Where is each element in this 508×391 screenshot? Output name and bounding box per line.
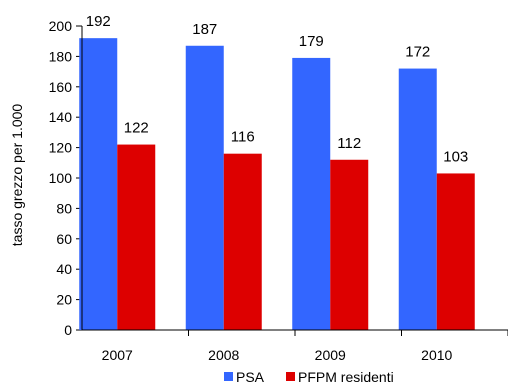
bar-pfpm-2009 — [330, 159, 369, 330]
legend: PSA PFPM residenti — [224, 369, 394, 385]
x-tick-label: 2007 — [102, 347, 133, 363]
bar-pfpm-2010 — [436, 173, 475, 330]
axis-lines — [81, 26, 508, 331]
bar-pfpm-2007 — [117, 144, 156, 330]
bar-pfpm-2008 — [223, 153, 262, 330]
data-label: 172 — [405, 44, 430, 61]
x-axis: 2007 2008 2009 2010 — [102, 330, 508, 363]
y-tick-label: 0 — [64, 322, 72, 338]
data-label: 112 — [337, 135, 361, 152]
bar-psa-2007 — [79, 38, 118, 330]
bars — [79, 38, 475, 331]
y-tick-label: 80 — [56, 200, 72, 216]
y-tick-label: 160 — [49, 79, 73, 95]
y-tick-label: 140 — [49, 109, 73, 125]
y-axis: 0 20 40 60 80 100 120 140 160 180 200 — [49, 18, 82, 338]
legend-swatch-0 — [224, 372, 233, 381]
y-tick-label: 60 — [56, 231, 72, 247]
y-axis-title: tasso grezzo per 1.000 — [9, 104, 25, 247]
y-tick-label: 180 — [49, 48, 73, 64]
data-label: 192 — [86, 13, 111, 30]
bar-psa-2010 — [398, 68, 437, 330]
y-axis-title-group: tasso grezzo per 1.000 — [9, 104, 25, 247]
y-tick-label: 100 — [49, 170, 73, 186]
data-label: 103 — [443, 148, 468, 165]
x-tick-label: 2009 — [315, 347, 346, 363]
legend-label-1: PFPM residenti — [298, 369, 394, 385]
x-tick-label: 2008 — [208, 347, 239, 363]
legend-swatch-1 — [286, 372, 295, 381]
legend-label-0: PSA — [236, 369, 265, 385]
data-label: 187 — [192, 21, 217, 38]
y-tick-label: 200 — [49, 18, 73, 34]
data-label: 179 — [299, 33, 324, 50]
data-labels: 192 122 187 116 179 112 172 103 — [86, 13, 469, 165]
y-tick-label: 120 — [49, 140, 73, 156]
y-tick-label: 40 — [56, 261, 72, 277]
y-tick-label: 20 — [56, 292, 72, 308]
x-tick-label: 2010 — [421, 347, 452, 363]
bar-psa-2009 — [292, 57, 331, 331]
data-label: 116 — [231, 129, 255, 146]
bar-psa-2008 — [185, 45, 224, 330]
data-label: 122 — [124, 120, 149, 137]
